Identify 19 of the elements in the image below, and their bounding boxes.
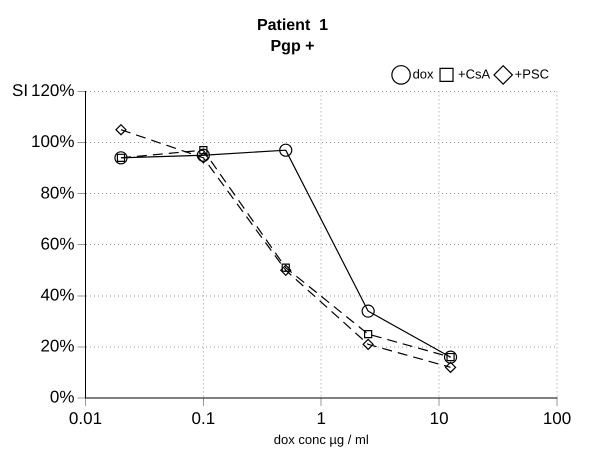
y-tick-label: 60% xyxy=(40,234,74,254)
y-tick-label: 40% xyxy=(40,285,74,304)
legend-label: +PSC xyxy=(514,66,550,82)
y-tick-label: 80% xyxy=(40,183,74,202)
x-tick-label: 0.01 xyxy=(68,408,102,428)
x-tick-label: 10 xyxy=(430,408,449,428)
chart-title: Patient 1 xyxy=(256,17,328,34)
y-axis-title: SI xyxy=(12,81,28,100)
legend-label: +CsA xyxy=(458,66,491,82)
legend-label: dox xyxy=(412,66,434,82)
y-tick-label: 20% xyxy=(40,336,74,356)
y-tick-label: 0% xyxy=(50,388,74,407)
y-tick-label: 120% xyxy=(30,81,74,100)
x-axis-title: dox conc µg / ml xyxy=(274,432,369,447)
y-tick-label: 100% xyxy=(30,132,74,152)
x-tick-label: 0.1 xyxy=(192,408,216,428)
x-tick-label: 100 xyxy=(542,408,572,428)
chart-subtitle: Pgp + xyxy=(270,38,315,56)
x-tick-label: 1 xyxy=(316,408,326,428)
